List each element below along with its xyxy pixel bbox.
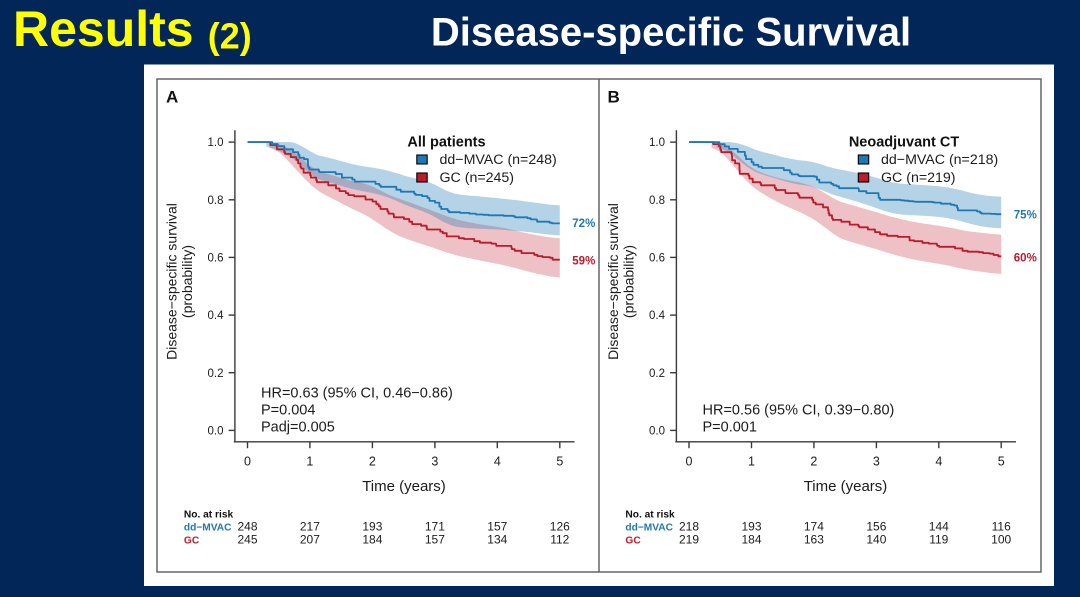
- svg-text:Time (years): Time (years): [362, 478, 446, 495]
- svg-text:174: 174: [804, 520, 824, 534]
- svg-text:0.0: 0.0: [649, 426, 665, 438]
- svg-text:GC (n=219): GC (n=219): [881, 170, 956, 186]
- svg-text:dd−MVAC: dd−MVAC: [184, 523, 232, 534]
- svg-text:Disease-specific Survival: Disease-specific Survival: [431, 11, 911, 55]
- svg-text:3: 3: [431, 455, 438, 469]
- svg-text:157: 157: [487, 520, 507, 534]
- svg-text:218: 218: [679, 520, 699, 534]
- svg-text:GC: GC: [184, 535, 200, 546]
- svg-text:134: 134: [487, 532, 507, 546]
- svg-text:217: 217: [300, 520, 320, 534]
- svg-text:157: 157: [425, 532, 445, 546]
- svg-text:Disease−specific survival: Disease−specific survival: [164, 203, 180, 360]
- svg-text:0.2: 0.2: [208, 368, 224, 380]
- svg-text:All patients: All patients: [407, 135, 485, 151]
- svg-text:1.0: 1.0: [649, 137, 665, 149]
- svg-text:163: 163: [804, 532, 824, 546]
- svg-text:5: 5: [556, 455, 563, 469]
- svg-text:HR=0.56 (95% CI, 0.39−0.80): HR=0.56 (95% CI, 0.39−0.80): [703, 402, 895, 418]
- svg-text:156: 156: [866, 520, 886, 534]
- svg-text:No. at risk: No. at risk: [625, 509, 675, 520]
- svg-text:75%: 75%: [1014, 209, 1037, 221]
- svg-text:207: 207: [300, 532, 320, 546]
- svg-text:0.6: 0.6: [649, 253, 665, 265]
- svg-text:(probability): (probability): [621, 245, 637, 318]
- svg-text:dd−MVAC (n=218): dd−MVAC (n=218): [881, 152, 998, 168]
- svg-text:GC: GC: [625, 535, 641, 546]
- svg-text:HR=0.63 (95% CI, 0.46−0.86): HR=0.63 (95% CI, 0.46−0.86): [261, 385, 453, 401]
- svg-text:(probability): (probability): [179, 245, 195, 318]
- svg-text:245: 245: [237, 532, 257, 546]
- svg-text:1.0: 1.0: [208, 137, 224, 149]
- svg-text:2: 2: [369, 455, 376, 469]
- svg-text:Neoadjuvant CT: Neoadjuvant CT: [849, 135, 960, 151]
- svg-text:0.8: 0.8: [208, 195, 224, 207]
- svg-text:(2): (2): [208, 16, 252, 57]
- svg-text:144: 144: [929, 520, 949, 534]
- svg-text:dd−MVAC: dd−MVAC: [625, 523, 673, 534]
- svg-text:140: 140: [866, 532, 886, 546]
- svg-text:112: 112: [550, 532, 569, 546]
- svg-text:0.8: 0.8: [649, 195, 665, 207]
- svg-text:0.4: 0.4: [649, 310, 666, 322]
- svg-text:0.4: 0.4: [208, 310, 225, 322]
- svg-text:4: 4: [494, 455, 501, 469]
- svg-text:184: 184: [362, 532, 382, 546]
- svg-text:GC (n=245): GC (n=245): [440, 170, 515, 186]
- svg-text:5: 5: [998, 455, 1005, 469]
- svg-text:0.0: 0.0: [208, 426, 224, 438]
- svg-text:60%: 60%: [1014, 253, 1037, 265]
- svg-text:Results: Results: [13, 1, 194, 57]
- svg-text:59%: 59%: [572, 255, 595, 267]
- svg-text:4: 4: [935, 455, 942, 469]
- svg-text:P=0.004: P=0.004: [261, 402, 315, 418]
- svg-text:3: 3: [873, 455, 880, 469]
- svg-text:0: 0: [244, 455, 251, 469]
- svg-text:119: 119: [929, 532, 948, 546]
- svg-text:Time (years): Time (years): [804, 478, 888, 495]
- svg-text:72%: 72%: [572, 218, 595, 230]
- svg-text:1: 1: [306, 455, 313, 469]
- svg-text:0.2: 0.2: [649, 368, 665, 380]
- svg-text:184: 184: [741, 532, 761, 546]
- svg-text:Padj=0.005: Padj=0.005: [261, 419, 335, 435]
- svg-text:0.6: 0.6: [208, 253, 224, 265]
- svg-text:193: 193: [362, 520, 382, 534]
- svg-text:Disease−specific survival: Disease−specific survival: [605, 203, 621, 360]
- svg-text:P=0.001: P=0.001: [703, 419, 757, 435]
- svg-text:171: 171: [425, 520, 445, 534]
- svg-text:B: B: [608, 88, 620, 107]
- svg-text:219: 219: [679, 532, 699, 546]
- svg-text:2: 2: [810, 455, 817, 469]
- svg-text:248: 248: [237, 520, 257, 534]
- svg-text:193: 193: [741, 520, 761, 534]
- svg-text:dd−MVAC (n=248): dd−MVAC (n=248): [440, 152, 557, 168]
- svg-text:1: 1: [748, 455, 755, 469]
- svg-text:126: 126: [550, 520, 570, 534]
- svg-text:No. at risk: No. at risk: [184, 509, 234, 520]
- svg-text:100: 100: [991, 532, 1011, 546]
- svg-text:116: 116: [992, 520, 1011, 534]
- svg-text:0: 0: [686, 455, 693, 469]
- svg-text:A: A: [166, 88, 178, 107]
